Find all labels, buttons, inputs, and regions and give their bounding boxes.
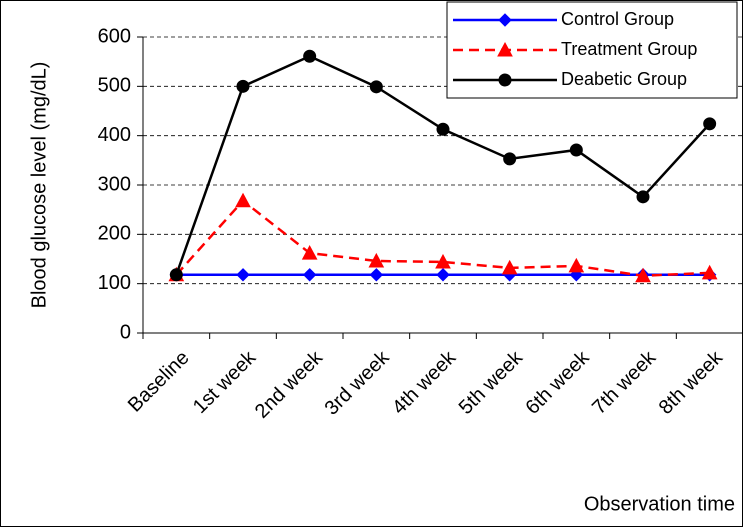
- data-point: [703, 117, 717, 131]
- y-tick-label: 200: [98, 223, 131, 245]
- data-point: [701, 264, 718, 280]
- data-point: [503, 152, 517, 166]
- y-tick-label: 0: [120, 321, 131, 343]
- data-point: [569, 143, 583, 157]
- legend-label: Deabetic Group: [561, 69, 687, 89]
- data-point: [501, 259, 518, 275]
- data-point: [436, 268, 450, 282]
- y-axis-title: Blood glucose level (mg/dL): [28, 62, 50, 309]
- legend-marker: [497, 41, 513, 57]
- data-point: [368, 252, 385, 268]
- x-axis-title: Observation time: [584, 493, 735, 515]
- y-tick-label: 300: [98, 173, 131, 195]
- legend-marker: [498, 13, 512, 27]
- data-point: [169, 268, 183, 282]
- y-tick-label: 600: [98, 25, 131, 47]
- legend-label: Treatment Group: [561, 39, 697, 59]
- legend-label: Control Group: [561, 9, 674, 29]
- data-point: [235, 192, 251, 208]
- series: [168, 192, 718, 283]
- data-point: [302, 268, 317, 282]
- y-tick-label: 400: [98, 124, 131, 146]
- series: [169, 49, 717, 282]
- data-point: [369, 80, 383, 94]
- data-point: [436, 122, 450, 136]
- data-point: [236, 268, 250, 282]
- data-point: [635, 267, 651, 283]
- data-point: [568, 257, 585, 273]
- legend: Control Group Treatment Group Deabetic Gro…: [446, 1, 738, 99]
- data-point: [369, 268, 384, 282]
- data-point: [435, 253, 451, 269]
- series-line: [175, 199, 710, 278]
- y-tick-label: 100: [98, 272, 131, 294]
- data-point: [303, 49, 317, 63]
- legend-box: [446, 1, 738, 99]
- data-point: [301, 245, 318, 260]
- legend-marker: [498, 73, 512, 87]
- data-point: [636, 190, 650, 204]
- data-point: [236, 79, 250, 93]
- y-tick-label: 500: [98, 75, 131, 97]
